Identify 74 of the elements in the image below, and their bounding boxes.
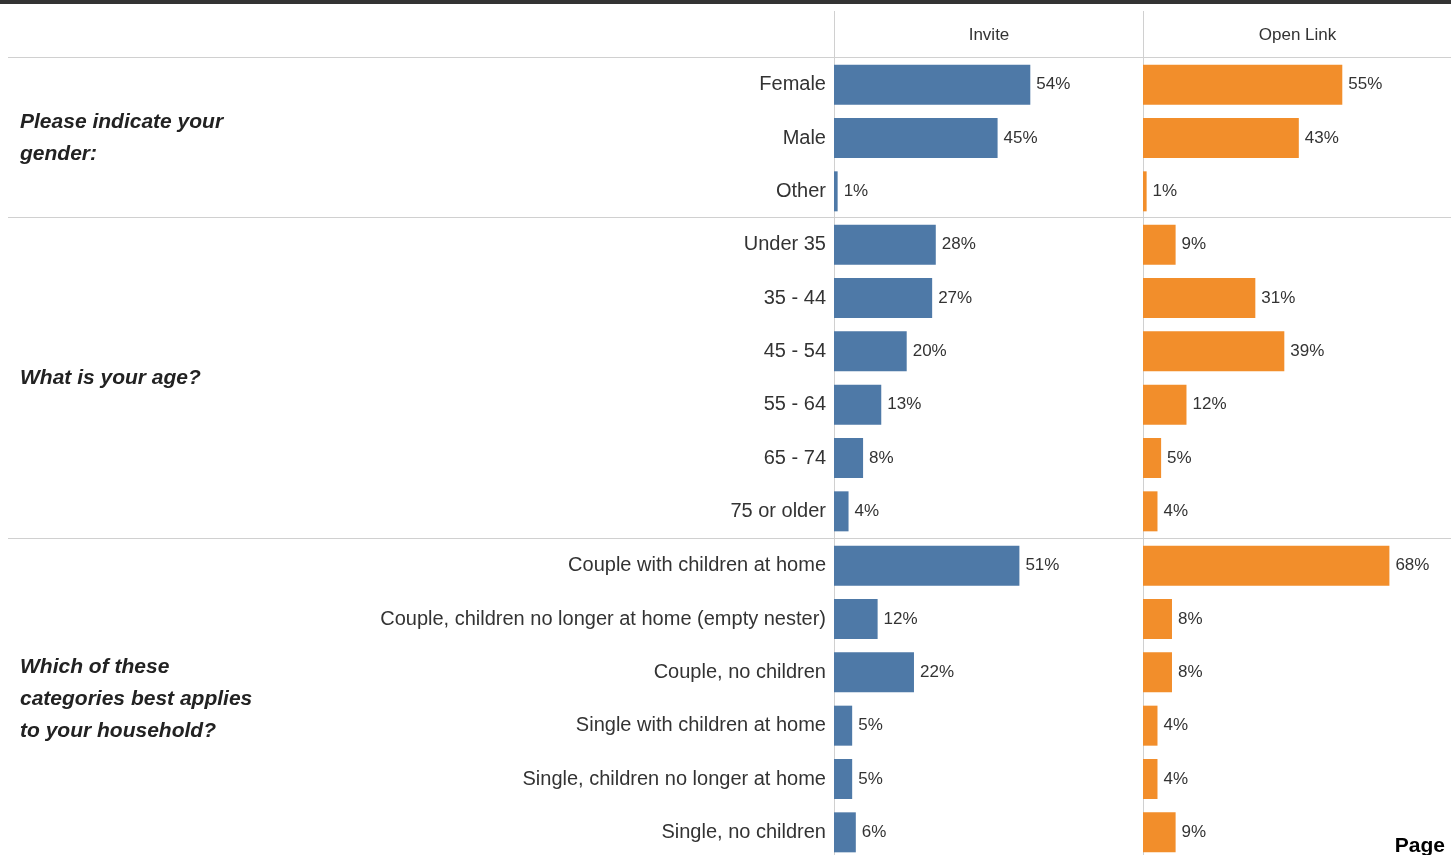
bar bbox=[1143, 384, 1187, 425]
bar bbox=[1143, 651, 1172, 692]
data-label: 1% bbox=[843, 181, 869, 201]
bar bbox=[1143, 758, 1158, 799]
data-label: 9% bbox=[1181, 234, 1207, 254]
data-label: 43% bbox=[1304, 127, 1339, 147]
data-label: 4% bbox=[1163, 768, 1189, 788]
data-label: 9% bbox=[1181, 821, 1207, 841]
bar bbox=[1143, 224, 1176, 265]
y-axis-title: Please indicate your gender: bbox=[19, 108, 225, 164]
bar bbox=[834, 331, 907, 372]
bar bbox=[1143, 331, 1285, 372]
bar bbox=[1143, 278, 1256, 319]
data-label: 51% bbox=[1025, 554, 1060, 574]
data-label: 5% bbox=[1167, 447, 1192, 467]
data-label: 8% bbox=[1177, 608, 1203, 628]
data-label: 31% bbox=[1261, 287, 1296, 307]
bar bbox=[834, 705, 853, 746]
data-label: 55% bbox=[1348, 74, 1383, 94]
bar bbox=[834, 811, 856, 852]
bar bbox=[834, 224, 936, 265]
bar bbox=[834, 598, 878, 639]
data-label: 5% bbox=[858, 768, 883, 788]
data-label: 4% bbox=[1163, 714, 1189, 734]
bar bbox=[1143, 705, 1158, 746]
bar bbox=[834, 651, 914, 692]
bar bbox=[1143, 598, 1172, 639]
bar bbox=[834, 491, 849, 532]
data-label: 8% bbox=[869, 447, 894, 467]
bar bbox=[834, 545, 1020, 586]
data-label: 20% bbox=[912, 341, 947, 361]
y-tick-label: 55 - 64 bbox=[763, 392, 826, 415]
data-label: 54% bbox=[1036, 74, 1071, 94]
y-tick-label: 75 or older bbox=[730, 499, 827, 522]
y-tick-label: Couple, no children bbox=[653, 659, 826, 682]
bar bbox=[834, 278, 933, 319]
y-tick-label: Female bbox=[759, 72, 826, 95]
y-tick-label: Couple with children at home bbox=[568, 552, 826, 575]
bar bbox=[1143, 491, 1158, 532]
y-tick-label: Couple, children no longer at home (empty nester) bbox=[380, 606, 826, 629]
data-label: 8% bbox=[1177, 661, 1203, 681]
y-tick-label: 35 - 44 bbox=[763, 285, 826, 308]
data-label: 4% bbox=[854, 501, 880, 521]
bar bbox=[834, 438, 864, 479]
y-tick-label: Male bbox=[782, 125, 826, 148]
chart-title: Open Link bbox=[1143, 11, 1451, 58]
y-tick-label: 65 - 74 bbox=[763, 445, 826, 468]
y-tick-label: Other bbox=[775, 178, 827, 201]
bar bbox=[1143, 545, 1390, 586]
data-label: 12% bbox=[1192, 394, 1227, 414]
data-label: 28% bbox=[941, 234, 976, 254]
y-tick-label: Single, children no longer at home bbox=[522, 766, 826, 789]
data-label: 5% bbox=[858, 714, 883, 734]
y-tick-label: Single, no children bbox=[661, 819, 826, 842]
data-label: 1% bbox=[1152, 181, 1178, 201]
data-label: 13% bbox=[887, 394, 922, 414]
data-label: 12% bbox=[883, 608, 918, 628]
bar bbox=[834, 758, 853, 799]
data-label: 45% bbox=[1003, 127, 1038, 147]
data-label: 68% bbox=[1395, 554, 1430, 574]
data-label: 27% bbox=[938, 287, 973, 307]
bar bbox=[1143, 811, 1176, 852]
y-tick-label: Single with children at home bbox=[575, 712, 826, 735]
y-axis-title: What is your age? bbox=[20, 364, 202, 388]
y-axis-title: Which of these categories best applies to your household? bbox=[20, 653, 253, 741]
chart-title: Invite bbox=[834, 11, 1143, 58]
y-tick-label: Under 35 bbox=[743, 232, 826, 255]
data-label: 22% bbox=[919, 661, 955, 681]
data-label: 39% bbox=[1290, 341, 1325, 361]
bar bbox=[834, 384, 882, 425]
data-label: 6% bbox=[861, 821, 887, 841]
y-tick-label: 45 - 54 bbox=[763, 339, 826, 362]
data-label: 4% bbox=[1163, 501, 1189, 521]
bar bbox=[1143, 438, 1162, 479]
